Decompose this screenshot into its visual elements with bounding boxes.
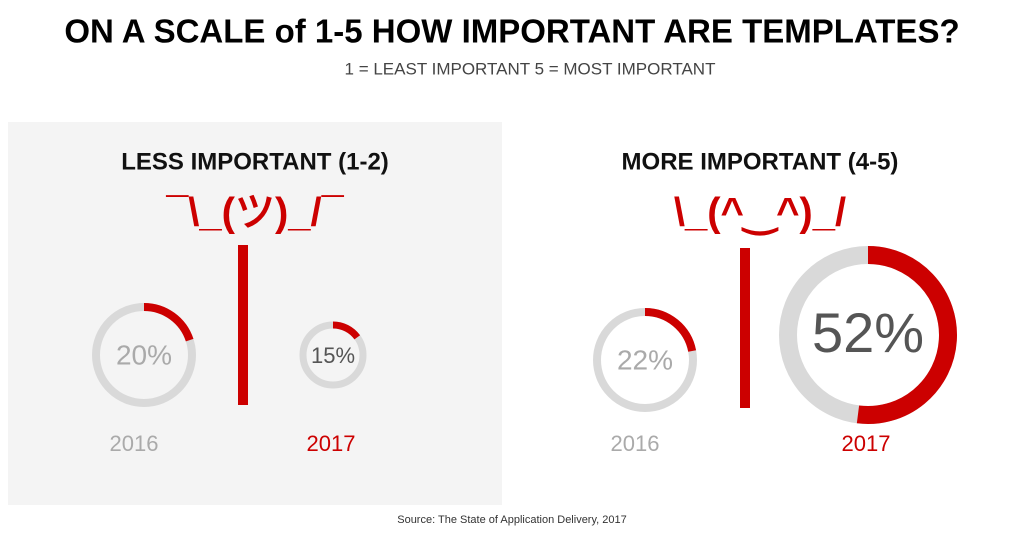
year-label: 2017 bbox=[307, 431, 356, 456]
divider-bar bbox=[740, 248, 750, 408]
source: Source: The State of Application Deliver… bbox=[397, 514, 627, 526]
value-label: 22% bbox=[617, 344, 673, 375]
panel-title: MORE IMPORTANT (4-5) bbox=[622, 148, 899, 175]
emoticon: ¯\_(ツ)_/¯ bbox=[165, 191, 344, 235]
donut-arc bbox=[856, 246, 957, 424]
subtitle: 1 = LEAST IMPORTANT 5 = MOST IMPORTANT bbox=[345, 59, 716, 78]
divider-bar bbox=[238, 245, 248, 405]
year-label: 2016 bbox=[611, 431, 660, 456]
value-label: 20% bbox=[116, 339, 172, 370]
donut-arc bbox=[332, 321, 361, 340]
donut-arc bbox=[644, 308, 697, 352]
title: ON A SCALE of 1-5 HOW IMPORTANT ARE TEMP… bbox=[64, 13, 959, 50]
donut-arc bbox=[143, 303, 194, 342]
panel-background bbox=[8, 122, 502, 505]
value-label: 52% bbox=[812, 301, 924, 364]
year-label: 2017 bbox=[842, 431, 891, 456]
year-label: 2016 bbox=[110, 431, 159, 456]
panel-title: LESS IMPORTANT (1-2) bbox=[121, 148, 389, 175]
value-label: 15% bbox=[311, 343, 355, 368]
emoticon: \_(^‿^)_/ bbox=[674, 191, 846, 236]
